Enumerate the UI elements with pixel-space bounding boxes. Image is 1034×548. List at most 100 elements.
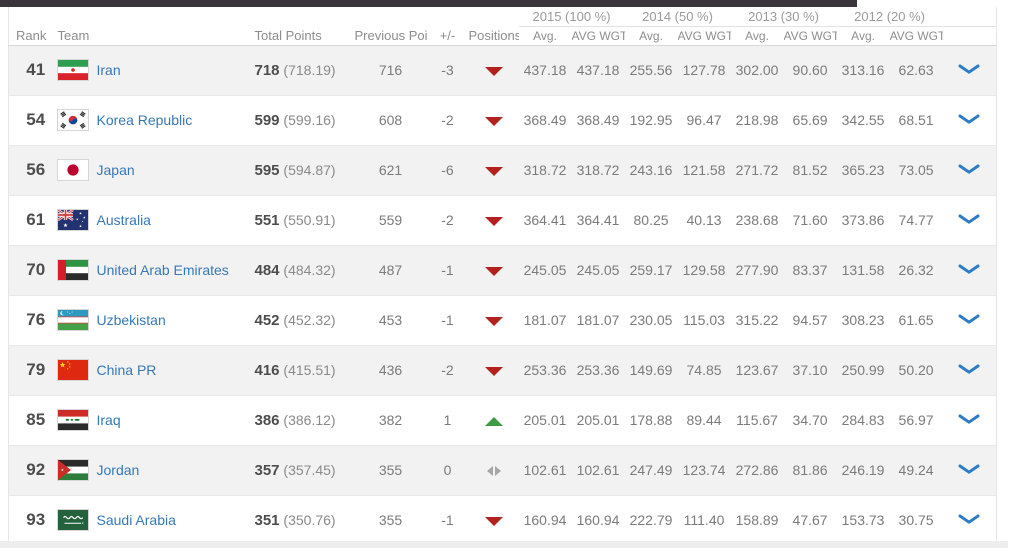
- team-link[interactable]: United Arab Emirates: [96, 262, 229, 278]
- team-link[interactable]: Iraq: [96, 412, 121, 428]
- avgwgt-2013-header: AVG WGT: [783, 26, 837, 46]
- avg-2013-cell: 302.00: [735, 62, 779, 78]
- positions-cell: [469, 395, 519, 445]
- avg-2014-cell: 255.56: [629, 62, 673, 78]
- avgwgt-2012-cell: 73.05: [898, 162, 934, 178]
- flag-uzbekistan: [57, 310, 88, 330]
- avg-2014-cell: 247.49: [629, 462, 673, 478]
- avg-2012-cell: 365.23: [841, 162, 885, 178]
- flag-saudi-arabia: [57, 510, 88, 531]
- avg-2013-cell: 272.86: [735, 462, 779, 478]
- avgwgt-2015-cell: 181.07: [576, 312, 620, 328]
- avg-2012-cell: 308.23: [841, 312, 885, 328]
- avg-2012-cell: 313.16: [841, 62, 885, 78]
- chevron-down-icon[interactable]: [958, 362, 980, 378]
- table-row: 85 Iraq 386 (386.12) 382 1 205.01 205.01…: [8, 395, 997, 445]
- avg-2012-cell: 131.58: [841, 262, 885, 278]
- positions-cell: [469, 345, 519, 395]
- expand-cell: [943, 245, 997, 295]
- positions-cell: [469, 245, 519, 295]
- rank-change-cell: -2: [441, 112, 454, 128]
- total-points-detail: (350.76): [283, 511, 336, 528]
- table-row: 70 United Arab Emirates 484 (484.32) 487…: [8, 245, 997, 295]
- total-points-value: 484: [254, 261, 280, 279]
- chevron-down-icon[interactable]: [958, 312, 980, 328]
- rank-down-icon: [484, 362, 503, 378]
- avg-2015-cell: 368.49: [523, 112, 567, 128]
- expand-cell: [943, 145, 997, 195]
- previous-points-cell: 716: [378, 62, 403, 78]
- total-points-cell: 484 (484.32): [251, 245, 355, 295]
- avg-2014-cell: 149.69: [629, 362, 673, 378]
- avg-2015-cell: 318.72: [523, 162, 567, 178]
- chevron-down-icon[interactable]: [958, 162, 980, 178]
- avg-2014-cell: 259.17: [629, 262, 673, 278]
- avgwgt-2014-cell: 96.47: [686, 112, 722, 128]
- avg-2015-cell: 181.07: [523, 312, 567, 328]
- avg-2013-cell: 115.67: [736, 412, 778, 428]
- total-points-cell: 595 (594.87): [251, 145, 355, 195]
- previous-points-cell: 453: [378, 312, 403, 328]
- total-points-detail: (718.19): [283, 61, 336, 78]
- total-points-detail: (594.87): [283, 161, 336, 178]
- rank-change-cell: -6: [441, 162, 454, 178]
- total-points-value: 599: [254, 111, 280, 129]
- chevron-down-icon[interactable]: [958, 512, 980, 528]
- avgwgt-2013-cell: 65.69: [792, 112, 828, 128]
- table-row: 54 Korea Republic 599 (599.16) 608 -2 36…: [8, 95, 997, 145]
- expand-cell: [943, 45, 997, 95]
- team-cell: China PR: [53, 345, 251, 395]
- flag-jordan: [57, 460, 88, 480]
- avg-2014-cell: 80.25: [633, 212, 669, 228]
- avg-2012-cell: 250.99: [841, 362, 885, 378]
- avg-2015-cell: 205.01: [523, 412, 567, 428]
- avgwgt-2014-cell: 123.74: [682, 462, 726, 478]
- avg-2013-cell: 218.98: [735, 112, 779, 128]
- rank-value: 70: [26, 260, 46, 279]
- avgwgt-2012-cell: 50.20: [898, 362, 934, 378]
- chevron-down-icon[interactable]: [958, 262, 980, 278]
- flag-iraq: [57, 410, 88, 430]
- total-points-detail: (386.12): [283, 411, 336, 428]
- team-link[interactable]: Iran: [96, 62, 121, 78]
- avgwgt-2015-cell: 245.05: [576, 262, 620, 278]
- team-link[interactable]: Australia: [96, 212, 151, 228]
- rank-down-icon: [484, 512, 503, 528]
- team-link[interactable]: Japan: [96, 162, 135, 178]
- chevron-down-icon[interactable]: [958, 462, 980, 478]
- chevron-down-icon[interactable]: [958, 212, 980, 228]
- chevron-down-icon[interactable]: [958, 412, 980, 428]
- rank-change-cell: -1: [441, 312, 454, 328]
- team-link[interactable]: Jordan: [96, 462, 140, 478]
- team-link[interactable]: China PR: [96, 362, 157, 378]
- avgwgt-2014-cell: 111.40: [683, 512, 725, 529]
- table-row: 61 Australia 551 (550.91) 559 -2 364.41 …: [8, 195, 997, 245]
- team-cell: Iraq: [53, 395, 251, 445]
- avgwgt-2013-cell: 81.52: [792, 162, 828, 178]
- total-points-cell: 718 (718.19): [251, 45, 355, 95]
- ranking-table-container: 2015 (100 %) 2014 (50 %) 2013 (30 %) 201…: [8, 7, 998, 545]
- chevron-down-icon[interactable]: [958, 62, 980, 78]
- total-points-value: 351: [254, 511, 280, 529]
- rank-down-icon: [484, 62, 503, 78]
- avgwgt-2012-cell: 62.63: [898, 62, 934, 78]
- chevron-down-icon[interactable]: [958, 112, 980, 128]
- total-points-value: 718: [254, 61, 280, 79]
- previous-points-cell: 559: [378, 212, 403, 228]
- avgwgt-2013-cell: 94.57: [792, 312, 828, 328]
- positions-cell: [469, 445, 519, 495]
- team-link[interactable]: Uzbekistan: [96, 312, 166, 328]
- rank-value: 56: [26, 160, 46, 179]
- total-points-column-header: Total Points: [250, 26, 355, 46]
- avg-2014-cell: 230.05: [629, 312, 673, 328]
- team-link[interactable]: Saudi Arabia: [96, 512, 176, 529]
- team-link[interactable]: Korea Republic: [96, 112, 193, 128]
- table-row: 79 China PR 416 (415.51) 436 -2 253.36 2…: [8, 345, 997, 395]
- plus-minus-column-header: +/-: [426, 26, 469, 46]
- rank-unchanged-icon: [486, 462, 501, 478]
- total-points-cell: 452 (452.32): [251, 295, 355, 345]
- avg-2014-cell: 178.88: [629, 412, 673, 428]
- team-cell: Australia: [53, 195, 251, 245]
- rank-column-header: Rank: [8, 26, 53, 46]
- avgwgt-2012-cell: 26.32: [898, 262, 934, 278]
